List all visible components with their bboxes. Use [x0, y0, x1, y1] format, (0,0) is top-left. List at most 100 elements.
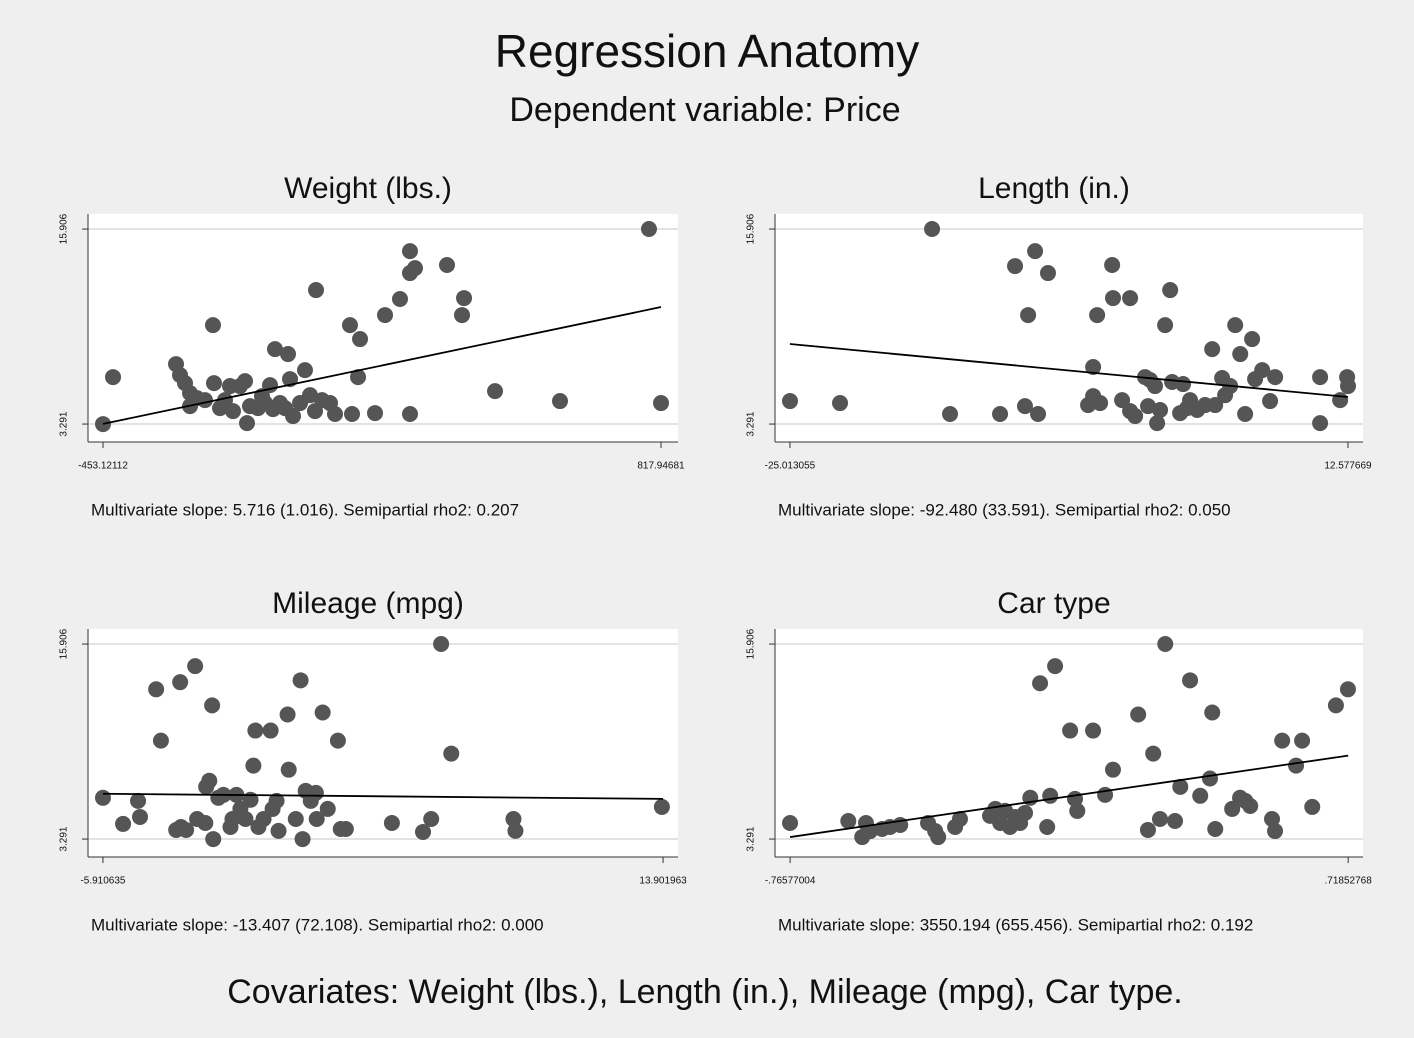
point — [280, 346, 297, 363]
point — [239, 415, 256, 432]
point — [237, 373, 254, 390]
point — [1122, 290, 1139, 307]
point — [456, 290, 473, 307]
point — [1016, 398, 1033, 415]
y-tick-label: 3.291 — [746, 826, 757, 851]
point — [344, 406, 361, 423]
point — [1139, 821, 1156, 838]
point — [178, 821, 195, 838]
point — [383, 814, 400, 831]
point — [439, 257, 456, 274]
point — [1027, 243, 1044, 260]
point — [1304, 798, 1321, 815]
point — [350, 369, 367, 386]
point — [247, 722, 264, 739]
point — [1085, 359, 1102, 376]
point — [1127, 408, 1144, 425]
point — [268, 792, 285, 809]
point — [296, 362, 313, 379]
x-tick-label: -25.013055 — [765, 461, 816, 472]
point — [1162, 282, 1179, 299]
panel-note: Multivariate slope: 5.716 (1.016). Semip… — [91, 500, 519, 519]
point — [487, 383, 504, 400]
point — [115, 815, 132, 832]
point — [95, 416, 112, 433]
y-tick-label: 15.906 — [59, 628, 70, 659]
point — [205, 375, 222, 392]
point — [407, 260, 424, 277]
x-tick-label: -.76577004 — [765, 876, 816, 887]
point — [1104, 761, 1121, 778]
point — [507, 822, 524, 839]
point — [942, 406, 959, 423]
point — [552, 393, 568, 410]
point — [1039, 819, 1056, 836]
point — [1267, 823, 1284, 840]
point — [1069, 802, 1086, 819]
y-tick-label: 3.291 — [746, 411, 757, 436]
point — [308, 282, 325, 299]
x-tick-label: 13.901963 — [639, 876, 687, 887]
figure-subtitle: Dependent variable: Price — [509, 91, 900, 129]
point — [1294, 732, 1311, 749]
point — [314, 704, 331, 721]
panel-title: Mileage (mpg) — [272, 587, 464, 620]
point — [1172, 778, 1189, 795]
fit-line — [789, 754, 1349, 838]
point — [204, 317, 221, 334]
point — [329, 732, 346, 749]
x-tick-label: 817.94681 — [637, 461, 685, 472]
point — [1145, 745, 1162, 762]
point — [94, 789, 111, 806]
point — [301, 387, 318, 404]
point — [308, 810, 325, 827]
fit-line — [789, 343, 1349, 398]
point — [1140, 398, 1157, 415]
point — [245, 757, 262, 774]
y-tick-label: 3.291 — [59, 411, 70, 436]
x-tick-label: .71852768 — [1325, 876, 1373, 887]
point — [105, 369, 122, 386]
point — [1224, 800, 1241, 817]
point — [341, 317, 358, 334]
point — [1339, 681, 1356, 698]
point — [443, 745, 460, 762]
point — [1062, 722, 1079, 739]
point — [1104, 257, 1121, 274]
point — [1242, 797, 1259, 814]
point — [377, 307, 394, 324]
point — [204, 697, 221, 714]
point — [337, 821, 354, 838]
point — [1020, 307, 1037, 324]
point — [224, 403, 241, 420]
point — [391, 291, 408, 308]
point — [1167, 812, 1184, 829]
point — [267, 341, 284, 358]
point — [1149, 415, 1166, 432]
point — [1237, 406, 1254, 423]
point — [454, 307, 471, 324]
point — [262, 722, 279, 739]
point — [1264, 810, 1281, 827]
point — [1157, 317, 1174, 334]
fit-line — [102, 306, 662, 425]
point — [287, 810, 304, 827]
plot-area — [775, 214, 1363, 442]
point — [1017, 804, 1034, 821]
point — [279, 706, 296, 723]
point — [1254, 362, 1271, 379]
point — [862, 823, 879, 840]
point — [1262, 393, 1279, 410]
point — [1047, 658, 1064, 675]
point — [205, 831, 222, 848]
point — [307, 784, 324, 801]
point — [1227, 317, 1244, 334]
point — [1312, 415, 1329, 432]
point — [1151, 810, 1168, 827]
point — [285, 408, 302, 425]
point — [415, 823, 432, 840]
y-tick-label: 3.291 — [59, 826, 70, 851]
point — [1192, 787, 1209, 804]
